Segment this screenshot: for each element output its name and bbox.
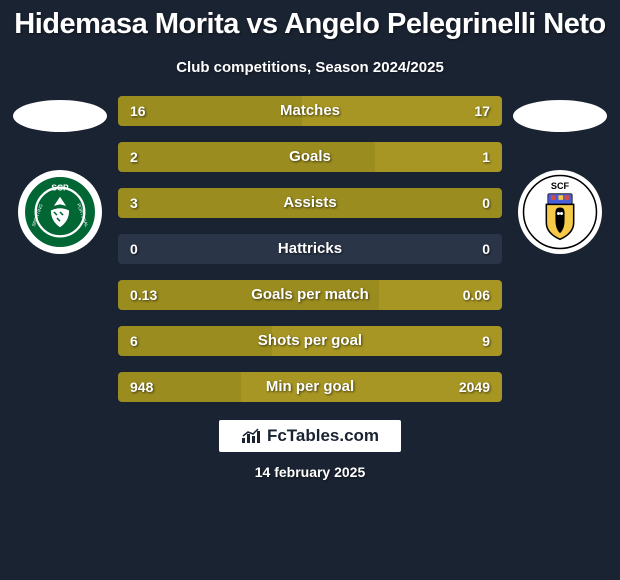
stat-label: Assists xyxy=(118,188,502,218)
comparison-area: SCP SPORTING PORTUGAL Matches1617Goals21… xyxy=(0,96,620,402)
stat-row: Goals per match0.13 0.06 xyxy=(118,280,502,310)
stat-row: Matches16 17 xyxy=(118,96,502,126)
stat-row: Min per goal948 2049 xyxy=(118,372,502,402)
brand-text: FcTables.com xyxy=(267,426,379,446)
stat-value-right: 9 xyxy=(482,326,490,356)
page-title: Hidemasa Morita vs Angelo Pelegrinelli N… xyxy=(0,8,620,41)
stat-label: Goals xyxy=(118,142,502,172)
stats-bars: Matches1617Goals21Assists30Hattricks00Go… xyxy=(112,96,508,402)
stat-value-right: 0 xyxy=(482,188,490,218)
brand-badge: FcTables.com xyxy=(219,420,401,452)
stat-row: Hattricks0 0 xyxy=(118,234,502,264)
stat-row: Assists3 0 xyxy=(118,188,502,218)
right-player-ellipse xyxy=(513,100,607,132)
svg-text:SCP: SCP xyxy=(51,183,69,193)
svg-text:SCF: SCF xyxy=(551,181,570,191)
stat-value-left: 0.13 xyxy=(130,280,157,310)
left-player-col: SCP SPORTING PORTUGAL xyxy=(8,96,112,254)
stat-value-right: 2049 xyxy=(459,372,490,402)
stat-value-left: 3 xyxy=(130,188,138,218)
stat-value-right: 1 xyxy=(482,142,490,172)
stat-value-left: 16 xyxy=(130,96,146,126)
stat-value-left: 0 xyxy=(130,234,138,264)
stat-value-left: 6 xyxy=(130,326,138,356)
footer: FcTables.com 14 february 2025 xyxy=(0,420,620,480)
right-player-col: SCF xyxy=(508,96,612,254)
brand-chart-icon xyxy=(241,428,261,444)
stat-value-left: 948 xyxy=(130,372,153,402)
stat-value-right: 17 xyxy=(474,96,490,126)
date-label: 14 february 2025 xyxy=(255,464,366,480)
stat-row: Goals2 1 xyxy=(118,142,502,172)
farense-crest-icon: SCF xyxy=(522,174,598,250)
left-player-ellipse xyxy=(13,100,107,132)
stat-label: Hattricks xyxy=(118,234,502,264)
stat-value-right: 0 xyxy=(482,234,490,264)
subtitle: Club competitions, Season 2024/2025 xyxy=(0,59,620,76)
sporting-crest-icon: SCP SPORTING PORTUGAL xyxy=(22,174,98,250)
stat-value-left: 2 xyxy=(130,142,138,172)
stat-value-right: 0.06 xyxy=(463,280,490,310)
stat-label: Goals per match xyxy=(118,280,502,310)
stat-row: Shots per goal6 9 xyxy=(118,326,502,356)
right-team-crest: SCF xyxy=(518,170,602,254)
left-team-crest: SCP SPORTING PORTUGAL xyxy=(18,170,102,254)
stat-label: Min per goal xyxy=(118,372,502,402)
stat-label: Shots per goal xyxy=(118,326,502,356)
stat-label: Matches xyxy=(118,96,502,126)
